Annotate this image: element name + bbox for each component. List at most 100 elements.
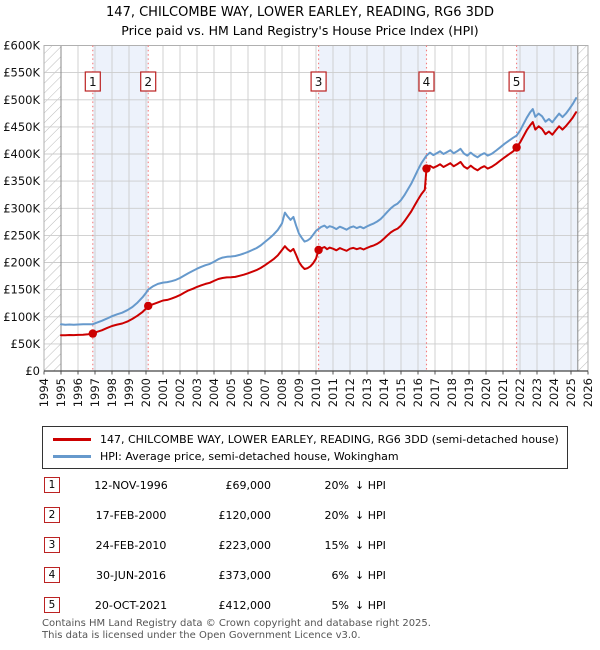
x-tick-label: 2002 (173, 378, 187, 407)
y-tick-label: £250K (3, 228, 40, 242)
pct-direction: ↓ HPI (355, 598, 386, 612)
x-tick-label: 2003 (190, 378, 204, 407)
sale-number-box (310, 71, 327, 92)
y-tick-label: £450K (3, 120, 40, 134)
license-line-2: This data is licensed under the Open Gov… (42, 629, 361, 641)
hpi-line (60, 97, 578, 326)
y-tick-label: £200K (3, 256, 40, 270)
pct-direction: ↓ HPI (355, 538, 386, 552)
sale-point (422, 164, 431, 173)
sale-date: 24-FEB-2010 (95, 538, 167, 552)
sale-number-badge: 3 (44, 537, 60, 553)
pct-direction: ↓ HPI (355, 508, 386, 522)
table-row: 5 20-OCT-2021 £412,000 5% ↓ HPI (44, 597, 386, 613)
y-tick-label: £0 (25, 364, 40, 378)
price-history-chart: £0 £50K £100K £150K £200K £250K £300K £350K £400… (3, 39, 595, 408)
x-tick-label: 2005 (224, 378, 238, 407)
x-tick-label: 2004 (207, 378, 221, 407)
x-tick-label: 2006 (241, 378, 255, 407)
x-tick-label: 2010 (309, 378, 323, 407)
sale-number: 2 (144, 75, 152, 89)
pct-direction: ↓ HPI (355, 478, 386, 492)
sale-vs-hpi: 6% ↓ HPI (319, 569, 386, 582)
table-row: 2 17-FEB-2000 £120,000 20% ↓ HPI (44, 507, 386, 523)
sale-number: 5 (513, 75, 521, 89)
table-row: 4 30-JUN-2016 £373,000 6% ↓ HPI (44, 567, 386, 583)
sale-number-badge: 1 (44, 477, 60, 493)
sale-number: 4 (423, 75, 431, 89)
sale-number: 1 (89, 75, 97, 89)
x-tick-label: 2020 (479, 378, 493, 407)
property-price-line (60, 111, 578, 337)
pct-value: 6% (331, 568, 349, 582)
license-line-1: Contains HM Land Registry data © Crown c… (42, 618, 431, 629)
legend-item-hpi: HPI: Average price, semi-detached house,… (49, 448, 561, 465)
transactions-table: 1 12-NOV-1996 £69,000 20% ↓ HPI 2 17-FEB-… (44, 477, 386, 627)
sale-price: £69,000 (225, 478, 272, 492)
sale-number-badge: 4 (44, 567, 60, 583)
sale-date: 20-OCT-2021 (94, 598, 168, 612)
pct-direction: ↓ HPI (355, 568, 386, 582)
y-tick-label: £400K (3, 147, 40, 161)
sale-point (512, 143, 521, 152)
sale-point (314, 245, 323, 255)
pct-value: 20% (324, 478, 349, 492)
sale-number-box (140, 71, 157, 92)
sale-point (144, 301, 153, 311)
legend-label-hpi: HPI: Average price, semi-detached house,… (100, 450, 399, 463)
sale-number-badge: 2 (44, 507, 60, 523)
x-tick-label: 2017 (428, 378, 442, 407)
y-tick-label: £150K (3, 283, 40, 297)
sale-date: 17-FEB-2000 (95, 508, 167, 522)
x-tick-label: 1994 (37, 378, 51, 407)
x-tick-label: 2016 (411, 378, 425, 407)
x-tick-label: 2024 (547, 378, 561, 407)
y-tick-label: £550K (3, 66, 40, 80)
x-tick-label: 2022 (513, 378, 527, 407)
y-tick-label: £50K (11, 337, 41, 351)
legend-label-property: 147, CHILCOMBE WAY, LOWER EARLEY, READIN… (100, 433, 559, 446)
property-line-swatch (53, 438, 91, 441)
pct-value: 5% (331, 598, 349, 612)
chart-legend: 147, CHILCOMBE WAY, LOWER EARLEY, READIN… (42, 426, 568, 469)
sale-vs-hpi: 15% ↓ HPI (319, 539, 386, 552)
x-tick-label: 1996 (71, 378, 85, 407)
sale-price: £373,000 (218, 568, 272, 582)
x-tick-label: 2025 (564, 378, 578, 407)
x-tick-label: 2019 (462, 378, 476, 407)
sale-price: £412,000 (218, 598, 272, 612)
x-tick-label: 1999 (122, 378, 136, 407)
sale-price: £120,000 (218, 508, 272, 522)
x-tick-label: 2015 (394, 378, 408, 407)
sale-date: 12-NOV-1996 (94, 478, 168, 492)
sale-vs-hpi: 20% ↓ HPI (319, 509, 386, 522)
page-subtitle: Price paid vs. HM Land Registry's House … (121, 23, 479, 38)
sale-date: 30-JUN-2016 (95, 568, 167, 582)
page-title: 147, CHILCOMBE WAY, LOWER EARLEY, READIN… (106, 5, 494, 20)
y-tick-label: £350K (3, 174, 40, 188)
x-tick-label: 2014 (377, 378, 391, 407)
table-row: 3 24-FEB-2010 £223,000 15% ↓ HPI (44, 537, 386, 553)
table-row: 1 12-NOV-1996 £69,000 20% ↓ HPI (44, 477, 386, 493)
y-tick-label: £100K (3, 310, 40, 324)
y-tick-label: £500K (3, 93, 40, 107)
sale-number: 3 (315, 75, 323, 89)
y-tick-label: £600K (3, 39, 40, 53)
sale-vs-hpi: 5% ↓ HPI (319, 599, 386, 612)
x-tick-label: 2008 (275, 378, 289, 407)
pct-value: 20% (324, 508, 349, 522)
x-tick-label: 1998 (105, 378, 119, 407)
sale-point (88, 329, 98, 338)
x-tick-label: 2001 (156, 378, 170, 407)
pct-value: 15% (324, 538, 349, 552)
sale-number-badge: 5 (44, 597, 60, 613)
x-tick-label: 1995 (54, 378, 68, 407)
license-note: Contains HM Land Registry data © Crown c… (42, 618, 431, 641)
x-tick-label: 2009 (292, 378, 306, 407)
x-tick-label: 2013 (360, 378, 374, 407)
sale-number-box (84, 71, 101, 92)
x-tick-label: 2018 (445, 378, 459, 407)
sale-number-box (508, 71, 525, 92)
sale-price: £223,000 (218, 538, 272, 552)
